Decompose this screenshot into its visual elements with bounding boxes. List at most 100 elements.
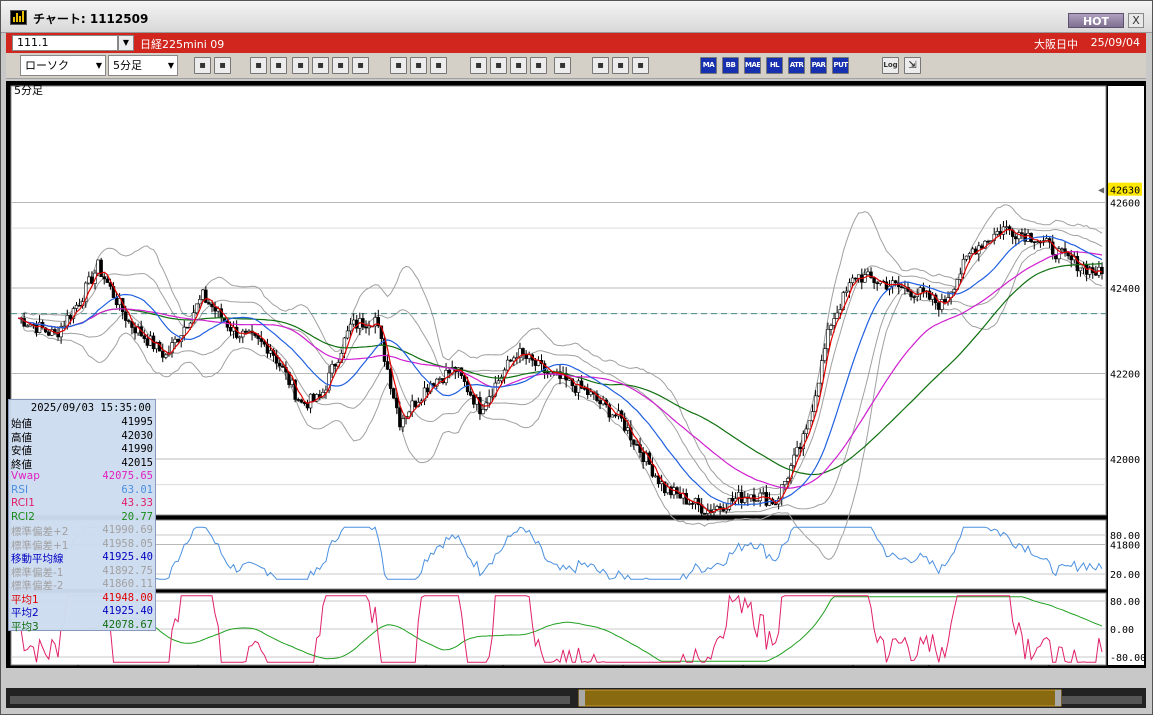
candle-body (244, 330, 248, 333)
candle-body (398, 407, 402, 428)
candle-body (872, 277, 876, 284)
candle-body (330, 364, 334, 374)
candle-body (1075, 256, 1080, 272)
candle-body (509, 359, 513, 362)
candle-body (499, 376, 504, 382)
copy-icon[interactable]: ▪ (332, 57, 349, 74)
symbol-dropdown-icon[interactable]: ▼ (118, 35, 134, 51)
indicator-button-bb[interactable]: BB (722, 57, 739, 74)
market-session: 大阪日中 (1034, 38, 1078, 51)
crosshair-icon[interactable]: ▪ (214, 57, 231, 74)
zoom-icon[interactable]: ▪ (194, 57, 211, 74)
candle-body (71, 308, 76, 319)
candle-body (22, 318, 26, 327)
chart-style-select[interactable]: ローソク ▼ (20, 55, 106, 76)
candle-body (739, 491, 744, 503)
info-label: 標準偏差+2 (11, 526, 69, 538)
chart-canvas[interactable]: 42600 42400 42200 42000 41800 42630 ◀ 5分足 80.00 2… (6, 81, 1146, 668)
settings-icon[interactable]: ▪ (592, 57, 609, 74)
candle-body (333, 364, 337, 367)
candle-body (47, 331, 51, 336)
cursor-icon[interactable]: ▪ (470, 57, 487, 74)
info-row: 標準偏差+2 41990.69 (11, 524, 153, 538)
candle-body (435, 378, 439, 387)
cross-icon[interactable]: ▪ (530, 57, 547, 74)
candle-body (367, 325, 371, 329)
all-icon[interactable]: ▪ (430, 57, 447, 74)
candle-body (185, 326, 190, 329)
candle-body (99, 259, 103, 278)
candle-body (238, 336, 242, 339)
candle-body (447, 370, 451, 374)
symbol-code-input[interactable]: 111.1 (12, 35, 118, 51)
interval-select[interactable]: 5分足 ▼ (108, 55, 178, 76)
candle-body (958, 273, 963, 280)
time-scrollbar[interactable] (6, 688, 1146, 708)
info-value: 41958.05 (102, 537, 153, 550)
candle-body (388, 369, 393, 389)
info-value: 41925.40 (102, 551, 153, 563)
candle-body (478, 397, 482, 415)
indicator-button-log[interactable]: Log (882, 57, 899, 74)
indicator-button-par[interactable]: PAR (810, 57, 827, 74)
candle-body (487, 396, 491, 404)
candle-body (730, 497, 735, 502)
candle-body (832, 318, 836, 326)
candle-body (576, 380, 581, 393)
candle-body (1069, 255, 1073, 261)
candle-body (801, 433, 805, 450)
candle-body (74, 304, 79, 309)
candle-body (573, 385, 578, 393)
candle-body (164, 354, 168, 358)
rci-axis-label: 80.00 (1110, 597, 1140, 608)
interval-value: 5分足 (113, 59, 142, 72)
ma1-line (17, 228, 1103, 514)
price-axis-label: 41800 (1110, 541, 1140, 552)
candle-body (983, 240, 987, 249)
bar-icon[interactable]: ▪ (510, 57, 527, 74)
scrollbar-overview[interactable] (6, 688, 1146, 708)
info-row: 標準偏差-1 41892.75 (11, 565, 153, 579)
symbol-bar: 111.1 ▼ 日経225mini 09 大阪日中 25/09/04 (6, 33, 1146, 53)
candle-body (626, 427, 630, 431)
candle2-icon[interactable]: ▪ (410, 57, 427, 74)
info-value: 41860.11 (102, 578, 153, 590)
rci1-line (17, 594, 1103, 664)
tool-icon[interactable]: ▪ (612, 57, 629, 74)
candle-body (496, 380, 501, 384)
indicator-button-put[interactable]: PUT (832, 57, 849, 74)
indicator-button-atr[interactable]: ATR (788, 57, 805, 74)
indicator-button-mae[interactable]: MAE (744, 57, 761, 74)
pen-icon[interactable]: ▪ (250, 57, 267, 74)
symbol-date: 25/09/04 (1090, 36, 1140, 49)
candle-body (937, 302, 941, 310)
title-bar[interactable]: チャート: 1112509 HOT X (1, 1, 1152, 33)
candle-body (194, 303, 199, 314)
indicator-button-hl[interactable]: HL (766, 57, 783, 74)
candle-body (176, 338, 180, 343)
palette-icon[interactable]: ▪ (632, 57, 649, 74)
candle-body (133, 327, 137, 334)
trendline-icon[interactable]: ▪ (270, 57, 287, 74)
hot-button[interactable]: HOT (1068, 13, 1124, 28)
export-icon[interactable]: ⇲ (904, 57, 921, 74)
candle-body (1017, 232, 1021, 240)
indicator-button-ma[interactable]: MA (700, 57, 717, 74)
candle-body (986, 240, 990, 243)
refresh-icon[interactable]: ▪ (312, 57, 329, 74)
candle-body (853, 277, 858, 280)
info-label: 標準偏差-1 (11, 566, 64, 579)
candle-body (1063, 248, 1067, 254)
trash-icon[interactable]: ▪ (352, 57, 369, 74)
grey-icon[interactable]: ▪ (554, 57, 571, 74)
chart-style-value: ローソク (25, 59, 69, 72)
candle-body (259, 338, 263, 342)
info-row: 高値 42030 (11, 430, 153, 444)
search-chart-icon[interactable]: ▪ (490, 57, 507, 74)
arrow-icon[interactable]: ▪ (292, 57, 309, 74)
candle-icon[interactable]: ▪ (390, 57, 407, 74)
candle-body (804, 428, 809, 435)
chart-area[interactable]: 42600 42400 42200 42000 41800 42630 ◀ 5分足 80.00 2… (6, 81, 1146, 668)
candle-body (422, 387, 427, 402)
close-button[interactable]: X (1128, 13, 1144, 28)
